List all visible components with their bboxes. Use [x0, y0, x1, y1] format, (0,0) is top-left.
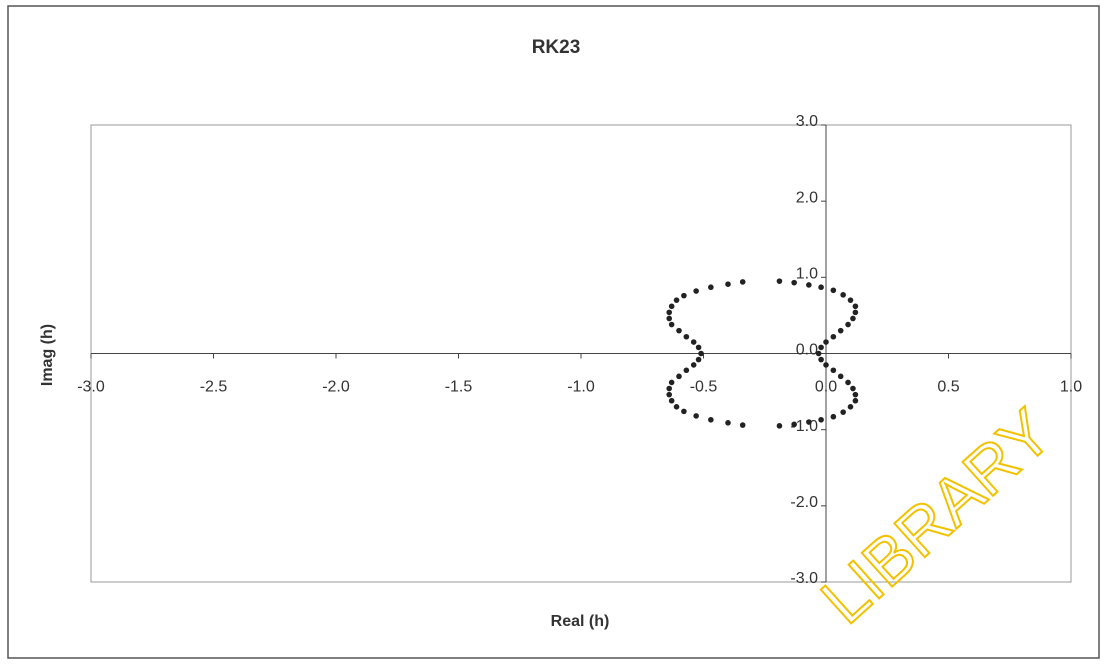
point	[666, 315, 672, 322]
point	[673, 404, 680, 410]
point	[830, 413, 837, 420]
point	[852, 309, 859, 316]
point	[823, 339, 829, 345]
point	[690, 339, 697, 345]
point	[725, 281, 731, 287]
x-tick-label: -1.5	[445, 379, 473, 396]
point	[837, 327, 844, 334]
point	[695, 356, 702, 363]
point	[776, 423, 783, 429]
point	[725, 420, 731, 426]
point	[852, 391, 859, 398]
point	[739, 422, 746, 428]
point	[850, 315, 856, 322]
y-tick-label: -2.0	[790, 494, 818, 511]
x-tick-label: -3.0	[77, 379, 105, 396]
point	[693, 413, 699, 419]
point	[681, 292, 687, 299]
point	[830, 333, 837, 340]
x-tick-label: 0.0	[815, 379, 837, 396]
point	[818, 344, 824, 351]
point	[852, 397, 859, 404]
point	[676, 327, 682, 334]
chart-title: RK23	[532, 37, 581, 58]
point	[668, 303, 675, 310]
x-axis-label: Real (h)	[551, 613, 610, 630]
point	[845, 379, 851, 386]
point	[837, 373, 844, 380]
point	[815, 350, 822, 357]
point	[830, 367, 837, 374]
point	[791, 279, 797, 286]
y-tick-label: 3.0	[796, 113, 818, 130]
point	[818, 356, 824, 363]
point	[698, 350, 704, 357]
point	[683, 333, 690, 340]
point	[666, 309, 672, 316]
point	[806, 419, 812, 425]
x-tick-label: 0.5	[937, 379, 959, 396]
point	[818, 284, 824, 291]
point	[673, 297, 680, 303]
y-tick-label: 2.0	[796, 189, 818, 206]
point	[830, 287, 837, 294]
point	[791, 421, 797, 428]
point	[666, 391, 672, 398]
point	[683, 367, 690, 374]
x-tick-label: -1.0	[567, 379, 595, 396]
point	[708, 284, 714, 291]
point	[708, 416, 714, 423]
x-tick-label: -2.0	[322, 379, 350, 396]
y-tick-label: 1.0	[796, 266, 818, 283]
y-tick-label: 0.0	[796, 342, 818, 359]
point	[847, 297, 854, 303]
point	[850, 385, 856, 392]
point	[668, 397, 675, 404]
point	[776, 278, 783, 284]
point	[676, 373, 682, 380]
y-tick-label: -3.0	[790, 570, 818, 587]
point	[823, 362, 829, 368]
chart-frame	[7, 5, 1100, 659]
point	[739, 279, 746, 285]
point	[668, 379, 675, 386]
point	[693, 288, 699, 294]
point	[668, 321, 675, 328]
point	[847, 404, 854, 410]
point	[840, 409, 846, 415]
point	[695, 344, 702, 351]
x-tick-label: 1.0	[1060, 379, 1082, 396]
point	[845, 321, 851, 328]
point	[681, 408, 687, 415]
point	[690, 362, 697, 368]
point	[852, 303, 859, 310]
point	[818, 416, 824, 423]
x-tick-label: -0.5	[690, 379, 718, 396]
point	[840, 292, 846, 298]
x-tick-label: -2.5	[200, 379, 228, 396]
point	[806, 282, 812, 288]
point	[666, 385, 672, 392]
y-axis-label: Imag (h)	[39, 324, 56, 386]
